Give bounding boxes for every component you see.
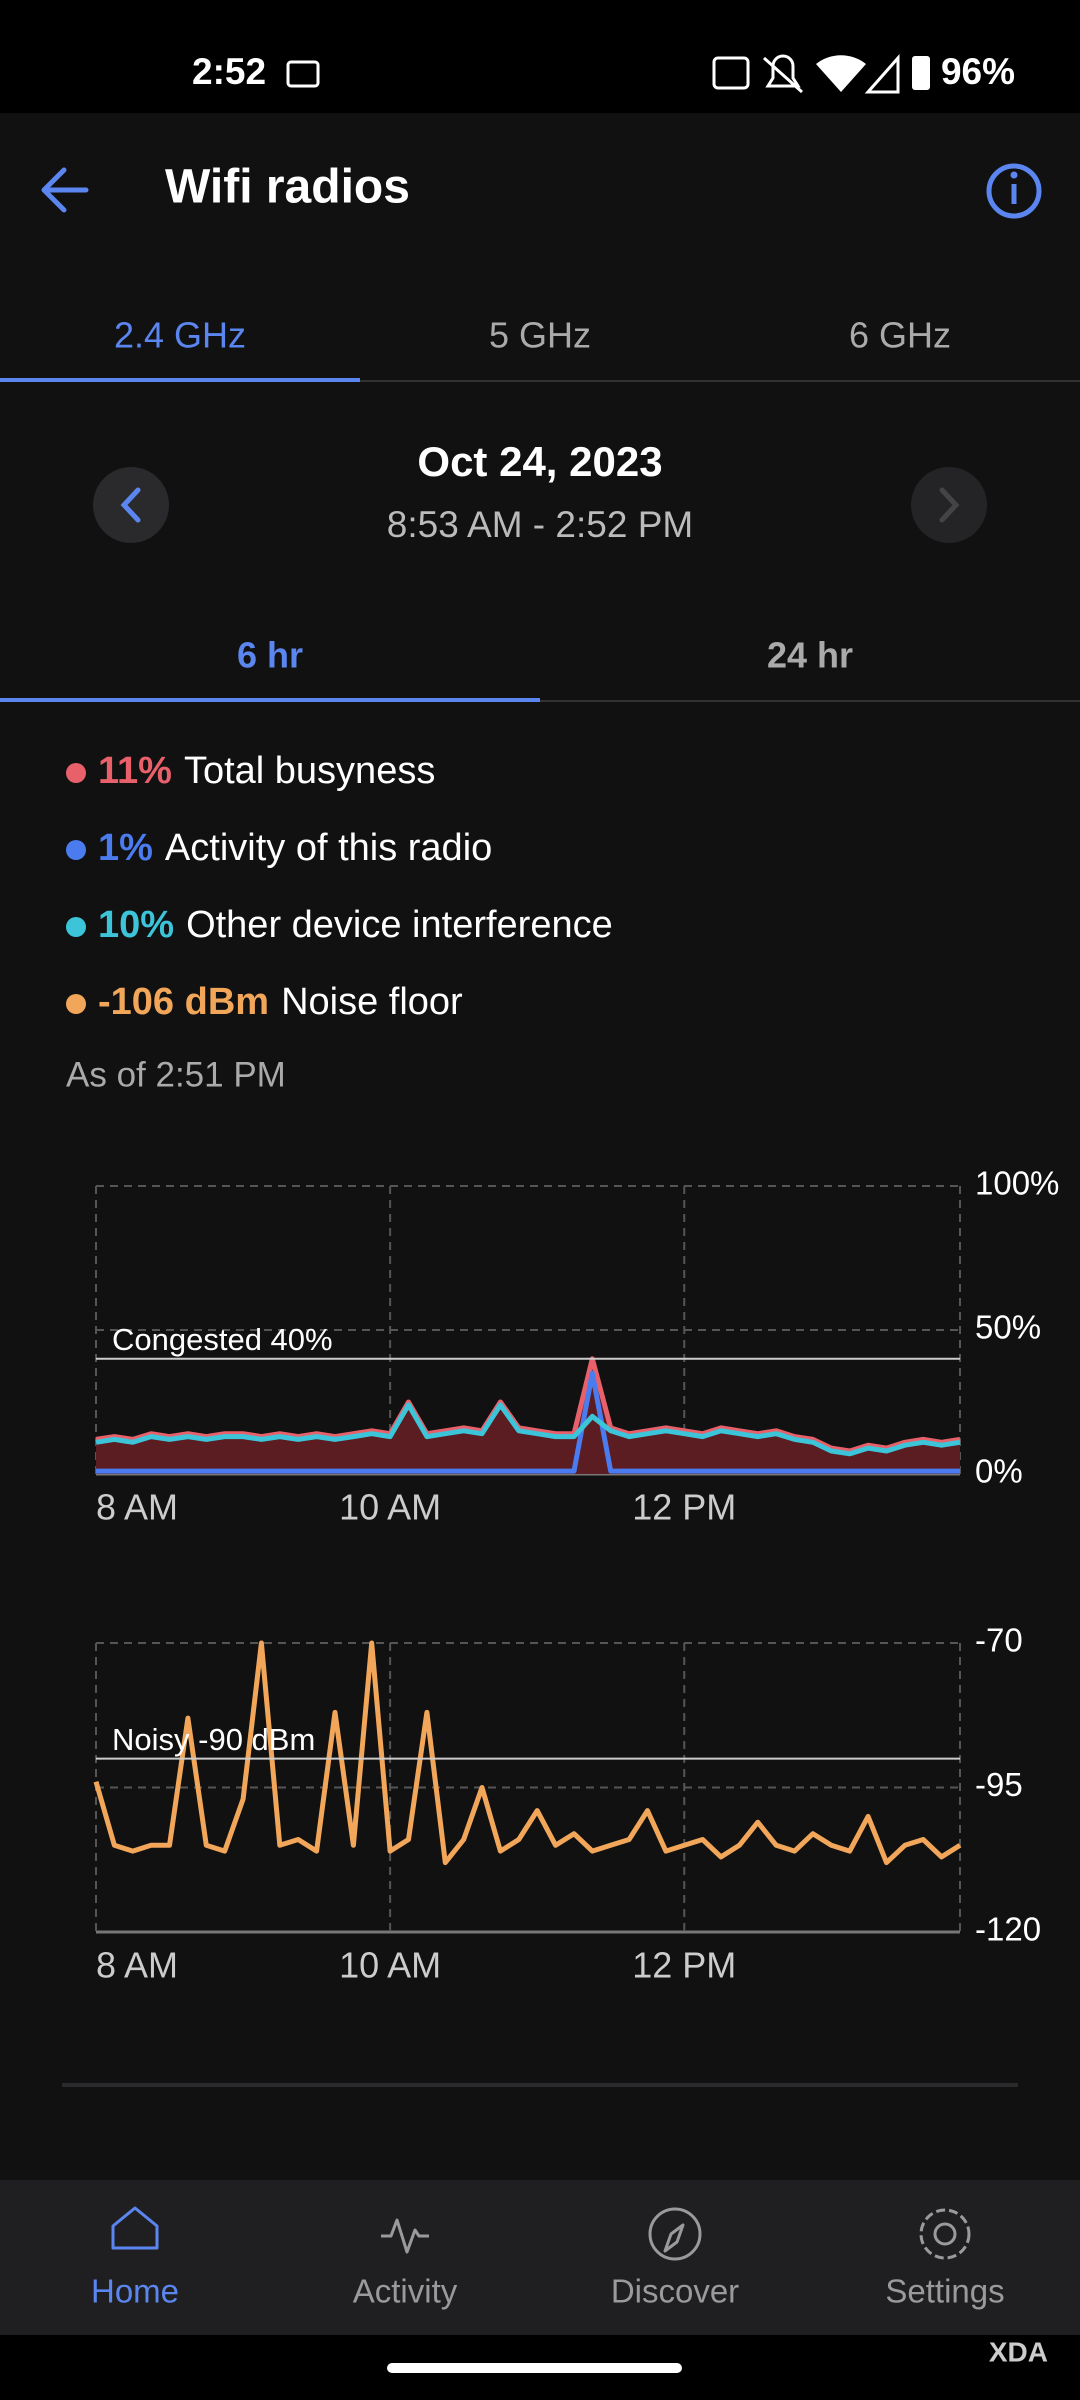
threshold-label: Noisy -90 dBm — [112, 1722, 315, 1757]
home-indicator — [387, 2363, 682, 2373]
info-dot — [1010, 171, 1018, 179]
y-tick-label: 50% — [975, 1309, 1041, 1346]
wifi-icon — [816, 55, 866, 92]
band-tab[interactable]: 5 GHz — [489, 315, 591, 356]
nav-icon — [111, 2206, 159, 2250]
line — [95, 1356, 961, 1454]
legend-value: -106 dBm — [98, 981, 269, 1023]
x-tick-label: 8 AM — [96, 1945, 178, 1986]
next-button[interactable] — [911, 467, 987, 543]
date: Oct 24, 2023 — [417, 438, 662, 485]
legend-label: Activity of this radio — [165, 827, 492, 869]
nav-item[interactable]: Activity — [353, 2218, 458, 2310]
bottom-nav — [0, 2180, 1080, 2335]
nav-icon — [381, 2218, 429, 2254]
y-tick-label: -70 — [975, 1622, 1023, 1659]
legend-value: 11% — [98, 750, 172, 792]
legend-entry: 10% Other device interference — [98, 904, 613, 946]
x-tick-label: 10 AM — [339, 1487, 441, 1528]
battery-level: 96% — [941, 51, 1015, 92]
info-button[interactable] — [986, 163, 1042, 219]
signal-icon — [864, 54, 900, 94]
watermark: XDA — [989, 2336, 1048, 2367]
legend-entry: 11% Total busyness — [98, 750, 435, 792]
nav-label: Home — [91, 2273, 179, 2310]
line — [96, 1370, 960, 1474]
next-circle — [911, 467, 987, 543]
nav-label: Settings — [885, 2273, 1004, 2310]
legend-dot — [66, 917, 86, 937]
prev-button[interactable] — [93, 467, 169, 543]
y-tick-label: -120 — [975, 1911, 1041, 1948]
legend-dot — [66, 994, 86, 1014]
battery-icon — [912, 56, 930, 90]
nav-item[interactable]: Discover — [611, 2207, 739, 2310]
legend-entry: 1% Activity of this radio — [98, 827, 492, 869]
legend-dot — [66, 840, 86, 860]
prev-chevron — [120, 487, 141, 523]
tab-indicator — [0, 698, 540, 702]
threshold-label: Congested 40% — [112, 1322, 333, 1357]
back-button[interactable] — [41, 167, 89, 213]
legend-label: Total busyness — [184, 750, 435, 792]
line — [95, 1402, 961, 1457]
status-time: 2:52 — [192, 51, 266, 92]
legend: 11% Total busyness 1% Activity of this radi… — [66, 750, 613, 1023]
y-tick-label: 0% — [975, 1453, 1023, 1490]
x-tick-label: 12 PM — [632, 1487, 736, 1528]
x-tick-label: 12 PM — [632, 1945, 736, 1986]
y-tick-label: 100% — [975, 1165, 1059, 1202]
nav-icon — [663, 2223, 685, 2253]
page-title: Wifi radios — [165, 161, 410, 214]
legend-dot — [66, 763, 86, 783]
band-tab[interactable]: 2.4 GHz — [114, 315, 246, 356]
charts: 0% 50% 100% 8 AM 10 AM 12 PM Congested 40% -120… — [93, 1165, 1059, 1986]
legend-label: Noise floor — [281, 981, 463, 1023]
nav-items: Home Activity Discover Settings — [91, 2206, 1005, 2310]
legend-value: 10% — [98, 904, 174, 946]
nav-label: Activity — [353, 2273, 458, 2310]
legend-entry: -106 dBm Noise floor — [98, 981, 463, 1023]
info-circle — [986, 163, 1042, 219]
legend-label: Other device interference — [186, 904, 613, 946]
nav-icon — [919, 2208, 971, 2260]
prev-circle — [93, 467, 169, 543]
time-range: 8:53 AM - 2:52 PM — [387, 504, 693, 545]
next-chevron — [939, 487, 960, 523]
gallery-icon — [286, 60, 320, 88]
tab-indicator — [0, 378, 360, 382]
y-tick-label: -95 — [975, 1766, 1023, 1803]
x-tick-label: 10 AM — [339, 1945, 441, 1986]
legend-value: 1% — [98, 827, 153, 869]
status-bar — [0, 0, 1080, 113]
auto-icon — [712, 56, 750, 90]
range-tab[interactable]: 6 hr — [237, 635, 303, 676]
nav-icon — [648, 2207, 702, 2261]
range-tab[interactable]: 24 hr — [767, 635, 853, 676]
nav-item[interactable]: Home — [91, 2206, 179, 2310]
as-of: As of 2:51 PM — [66, 1055, 286, 1094]
band-tab[interactable]: 6 GHz — [849, 315, 951, 356]
nav-label: Discover — [611, 2273, 739, 2310]
x-tick-label: 8 AM — [96, 1487, 178, 1528]
nav-item[interactable]: Settings — [885, 2208, 1005, 2310]
area — [96, 1358, 960, 1474]
nav-icon — [933, 2222, 957, 2246]
mute-icon — [762, 54, 804, 94]
line — [93, 1640, 962, 1866]
